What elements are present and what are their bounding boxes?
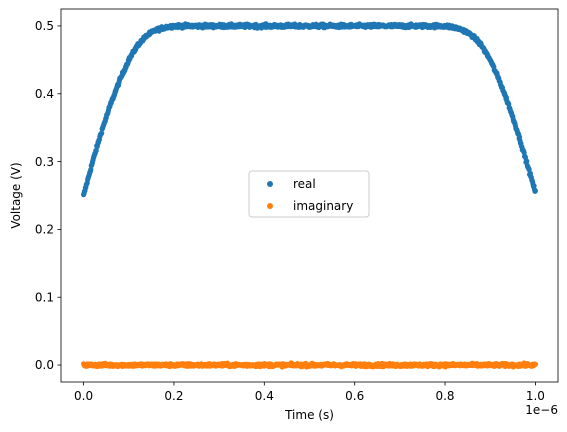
- x-axis-label: Time (s): [284, 408, 334, 422]
- x-tick-label: 0.0: [74, 389, 93, 403]
- y-tick-label: 0.5: [35, 19, 54, 33]
- data-point-real: [532, 188, 539, 194]
- y-tick-label: 0.1: [35, 290, 54, 304]
- x-tick-label: 0.2: [164, 389, 183, 403]
- data-point-real: [524, 158, 530, 164]
- legend-label-imaginary: imaginary: [293, 199, 353, 213]
- plot-points: [80, 21, 539, 370]
- data-point-real: [88, 166, 94, 173]
- legend-marker-real: [267, 181, 273, 187]
- x-tick-label: 0.4: [255, 389, 274, 403]
- legend-box: [248, 170, 370, 218]
- x-axis-ticks: 0.0 0.2 0.4 0.6 0.8 1.0: [74, 382, 545, 403]
- x-tick-label: 0.6: [345, 389, 364, 403]
- y-tick-label: 0.3: [35, 155, 54, 169]
- y-axis-ticks: 0.0 0.1 0.2 0.3 0.4 0.5: [35, 19, 61, 372]
- axes-frame: [60, 8, 559, 383]
- legend: real imaginary: [248, 170, 370, 218]
- data-point-imaginary: [532, 361, 539, 367]
- y-tick-label: 0.0: [35, 358, 54, 372]
- legend-marker-imaginary: [267, 203, 273, 209]
- series-real: [80, 21, 539, 198]
- series-imaginary: [80, 360, 539, 370]
- x-tick-label: 0.8: [435, 389, 454, 403]
- data-point-real: [93, 147, 99, 154]
- legend-label-real: real: [293, 177, 316, 191]
- data-point-real: [99, 130, 105, 136]
- y-tick-label: 0.4: [35, 87, 54, 101]
- x-axis-offset-text: 1e−6: [525, 403, 558, 417]
- y-axis-label: Voltage (V): [9, 162, 23, 228]
- x-tick-label: 1.0: [526, 389, 545, 403]
- y-tick-label: 0.2: [35, 223, 54, 237]
